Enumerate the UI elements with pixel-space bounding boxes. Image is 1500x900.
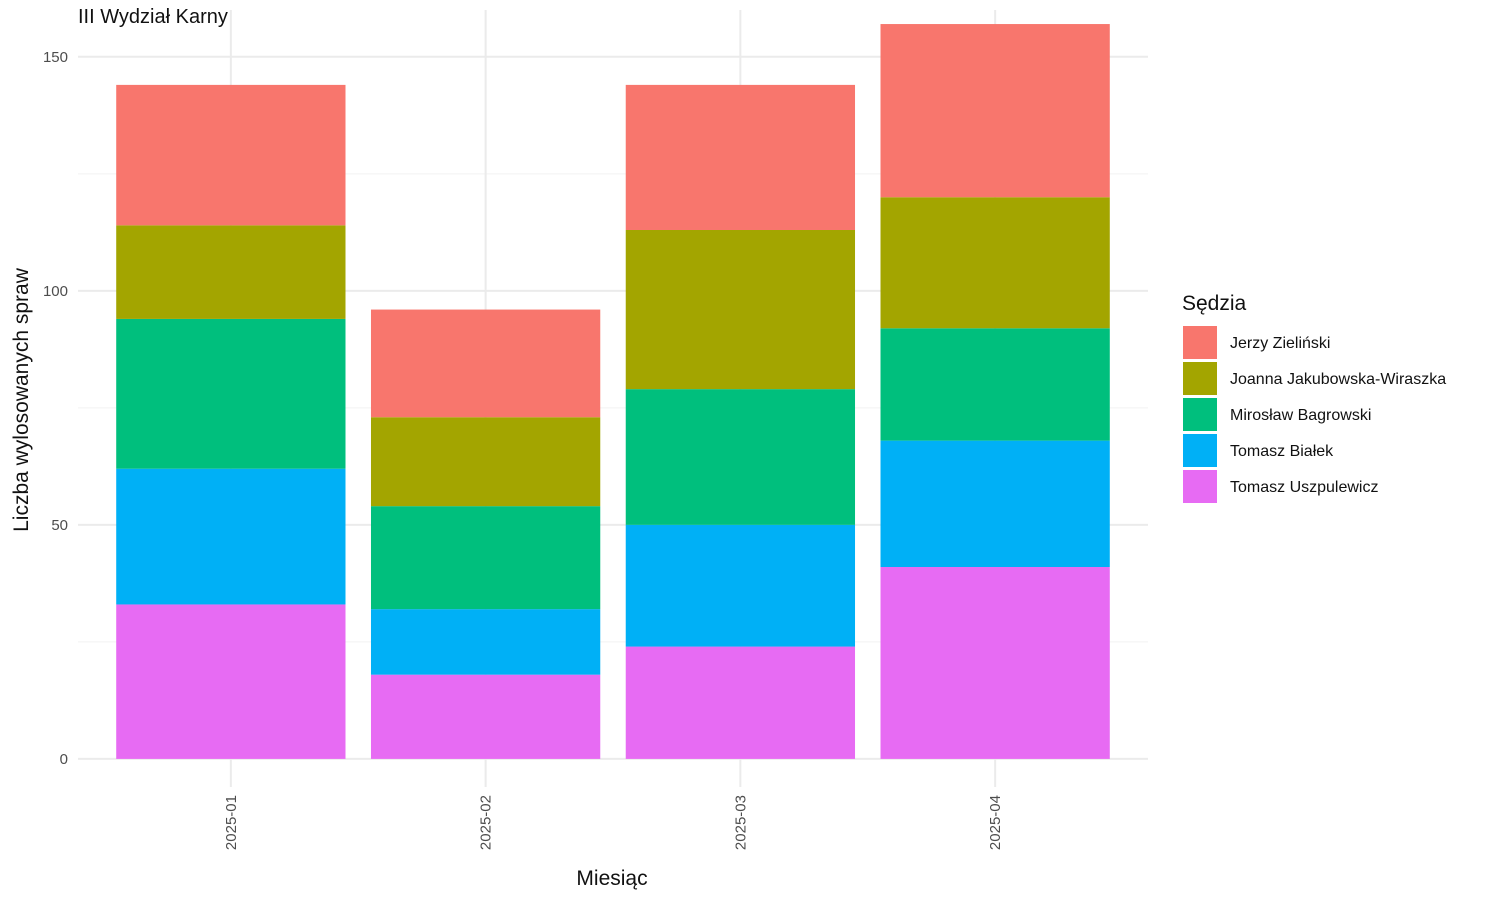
y-tick-label: 150: [43, 49, 68, 66]
bar-segment: [625, 84, 856, 230]
legend-label: Tomasz Uszpulewicz: [1230, 479, 1378, 496]
y-axis-ticks: 0 50 100 150: [43, 49, 68, 768]
x-tick-label: 2025-02: [478, 795, 495, 850]
bar-segment: [880, 197, 1110, 329]
bar-segment: [116, 225, 346, 319]
bar-segment: [116, 318, 346, 469]
bar-segment: [370, 417, 601, 507]
legend-label: Tomasz Białek: [1230, 443, 1334, 460]
bar-segment: [370, 609, 601, 675]
bar-segment: [880, 567, 1110, 759]
y-axis-title: Liczba wylosowanych spraw: [10, 267, 33, 532]
x-axis-ticks: 2025-01 2025-02 2025-03 2025-04: [223, 795, 1004, 850]
x-tick-label: 2025-01: [223, 795, 240, 850]
bar-segment: [116, 604, 346, 759]
x-tick-label: 2025-03: [732, 795, 749, 850]
legend-swatch: [1183, 434, 1217, 467]
legend-label: Mirosław Bagrowski: [1230, 407, 1371, 424]
bar-segment: [116, 84, 346, 226]
legend-swatch: [1183, 362, 1217, 395]
bar-segment: [625, 524, 856, 647]
bar-segment: [880, 24, 1110, 198]
bar-segment: [880, 440, 1110, 568]
y-tick-label: 50: [51, 517, 68, 534]
legend-title: Sędzia: [1182, 292, 1247, 315]
legend-label: Joanna Jakubowska-Wiraszka: [1230, 371, 1446, 388]
bar-segment: [370, 674, 601, 759]
x-tick-label: 2025-04: [987, 795, 1004, 850]
legend-swatch: [1183, 326, 1217, 359]
bar-segment: [625, 646, 856, 759]
legend: Sędzia Jerzy Zieliński Joanna Jakubowska-…: [1182, 292, 1446, 503]
legend-label: Jerzy Zieliński: [1230, 335, 1330, 352]
y-tick-label: 0: [60, 751, 68, 768]
legend-items: Jerzy Zieliński Joanna Jakubowska-Wiraszk…: [1183, 326, 1446, 503]
bars-layer: [116, 24, 1110, 759]
x-axis-title: Miesiąc: [576, 867, 647, 890]
bar-segment: [370, 506, 601, 610]
bar-segment: [625, 389, 856, 525]
bar-segment: [370, 309, 601, 418]
bar-segment: [116, 468, 346, 605]
chart-title: III Wydział Karny: [78, 6, 228, 28]
legend-swatch: [1183, 470, 1217, 503]
y-tick-label: 100: [43, 283, 68, 300]
bar-segment: [625, 229, 856, 390]
legend-swatch: [1183, 398, 1217, 431]
bar-segment: [880, 328, 1110, 441]
